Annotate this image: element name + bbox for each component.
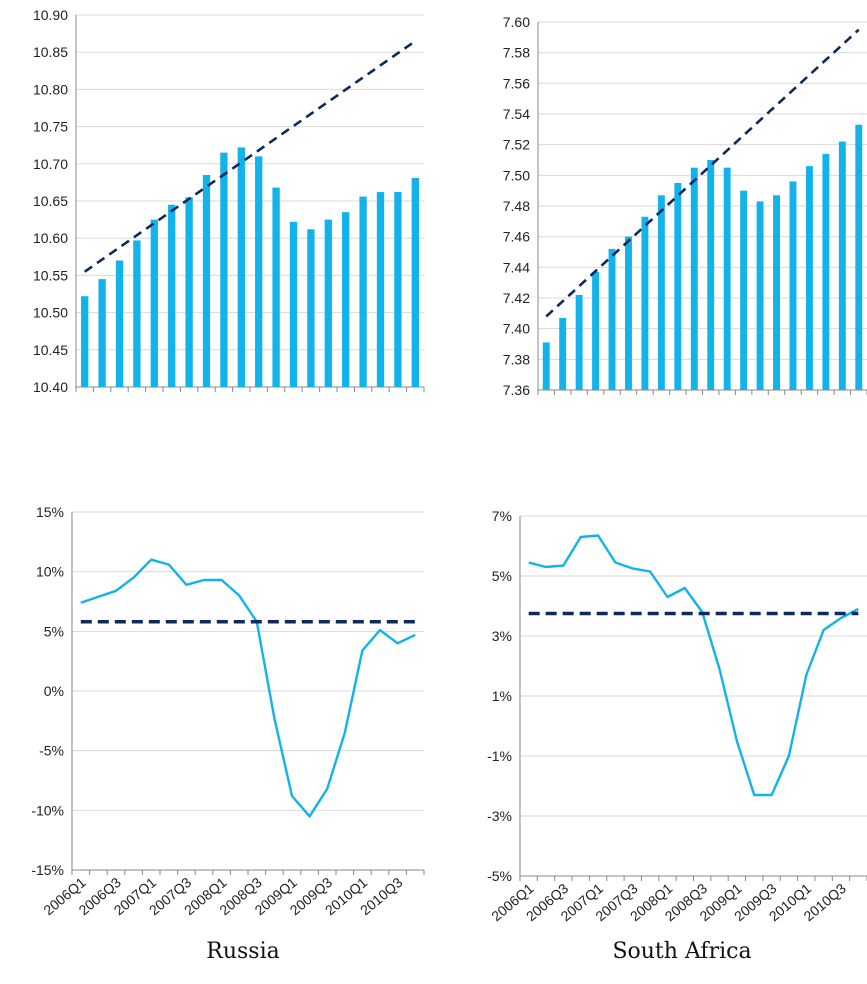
bar bbox=[542, 342, 550, 390]
bar bbox=[805, 166, 813, 390]
bar bbox=[723, 167, 731, 390]
y-tick-label: 10.60 bbox=[33, 230, 68, 246]
y-tick-label: 7.38 bbox=[503, 351, 530, 367]
bar bbox=[838, 141, 846, 390]
y-tick-label: 0% bbox=[44, 683, 64, 699]
bar bbox=[411, 177, 419, 387]
chart-panel-3: -15%-10%-5%0%5%10%15%2006Q12006Q32007Q12… bbox=[31, 504, 425, 918]
y-tick-label: 7.36 bbox=[503, 382, 530, 398]
y-tick-label: 10.50 bbox=[33, 305, 68, 321]
y-tick-label: 10.55 bbox=[33, 267, 68, 283]
bar bbox=[150, 219, 158, 387]
bar bbox=[115, 260, 124, 387]
bar bbox=[707, 160, 715, 390]
bar bbox=[255, 156, 263, 387]
y-tick-label: 5% bbox=[492, 568, 512, 584]
y-tick-label: -15% bbox=[31, 862, 64, 878]
y-tick-label: 7.56 bbox=[503, 75, 530, 91]
bar bbox=[81, 296, 89, 387]
y-tick-label: 7.50 bbox=[503, 167, 530, 183]
bar bbox=[98, 279, 106, 387]
bar bbox=[272, 187, 280, 387]
bar bbox=[773, 195, 780, 390]
bar bbox=[289, 221, 298, 387]
bar bbox=[625, 236, 632, 390]
bar bbox=[307, 229, 315, 387]
caption-right: South Africa bbox=[612, 939, 751, 964]
bar bbox=[324, 219, 332, 387]
y-tick-label: 10.80 bbox=[33, 81, 68, 97]
bar bbox=[855, 124, 863, 390]
bar bbox=[185, 197, 193, 387]
y-tick-label: 10.40 bbox=[33, 379, 68, 395]
bar bbox=[559, 317, 567, 390]
bar bbox=[168, 204, 176, 387]
bar bbox=[756, 201, 764, 390]
chart-panel-4: -5%-3%-1%1%3%5%7%2006Q12006Q32007Q12007Q… bbox=[487, 508, 867, 924]
y-tick-label: -5% bbox=[39, 743, 64, 759]
bar bbox=[674, 183, 682, 390]
y-tick-label: 7.54 bbox=[503, 106, 530, 122]
bar bbox=[789, 181, 797, 390]
y-tick-label: 7.46 bbox=[503, 229, 530, 245]
y-tick-label: 7.52 bbox=[503, 137, 530, 153]
trend-line bbox=[83, 39, 417, 273]
y-tick-label: 7.60 bbox=[503, 14, 530, 30]
y-tick-label: 7.58 bbox=[503, 45, 530, 61]
y-tick-label: 10.85 bbox=[33, 44, 68, 60]
series-line bbox=[528, 534, 859, 797]
y-tick-label: -1% bbox=[487, 748, 512, 764]
y-tick-label: 10.45 bbox=[33, 342, 68, 358]
y-tick-label: 15% bbox=[36, 504, 64, 520]
y-tick-label: 10.65 bbox=[33, 193, 68, 209]
bar bbox=[342, 212, 350, 387]
y-tick-label: 10.70 bbox=[33, 156, 68, 172]
y-tick-label: 10.90 bbox=[33, 7, 68, 23]
y-tick-label: -5% bbox=[487, 868, 512, 884]
y-tick-label: 10% bbox=[36, 564, 64, 580]
y-tick-label: 7.42 bbox=[503, 290, 530, 306]
y-tick-label: 3% bbox=[492, 628, 512, 644]
y-tick-label: 7% bbox=[492, 508, 512, 524]
bar bbox=[575, 294, 583, 390]
chart-panel-1: 10.40 10.45 10.50 10.55 10.60 10.65 10.70 10.75… bbox=[33, 7, 425, 395]
bar bbox=[394, 192, 402, 387]
y-tick-label: -3% bbox=[487, 808, 512, 824]
y-tick-label: 7.40 bbox=[503, 321, 530, 337]
trend-line bbox=[545, 28, 860, 318]
y-tick-label: -10% bbox=[31, 802, 64, 818]
y-tick-label: 7.44 bbox=[503, 259, 530, 275]
bar bbox=[657, 195, 665, 390]
y-tick-label: 7.48 bbox=[503, 198, 530, 214]
bar bbox=[740, 190, 748, 390]
bar bbox=[237, 147, 245, 387]
bar bbox=[690, 167, 698, 390]
y-tick-label: 10.75 bbox=[33, 119, 68, 135]
bar bbox=[608, 248, 616, 390]
bar bbox=[822, 153, 830, 390]
bar bbox=[220, 152, 228, 387]
bar bbox=[133, 240, 141, 387]
bar bbox=[202, 174, 211, 387]
caption-left: Russia bbox=[206, 939, 279, 964]
bar bbox=[376, 192, 385, 387]
series-line bbox=[80, 558, 416, 818]
bar bbox=[592, 271, 600, 390]
y-tick-label: 5% bbox=[44, 623, 64, 639]
chart-panel-2: 7.36 7.38 7.40 7.42 7.44 7.46 7.48 7.50 7.52 7.54… bbox=[503, 14, 867, 398]
bar bbox=[359, 196, 367, 387]
bar bbox=[641, 216, 649, 390]
y-tick-label: 1% bbox=[492, 688, 512, 704]
